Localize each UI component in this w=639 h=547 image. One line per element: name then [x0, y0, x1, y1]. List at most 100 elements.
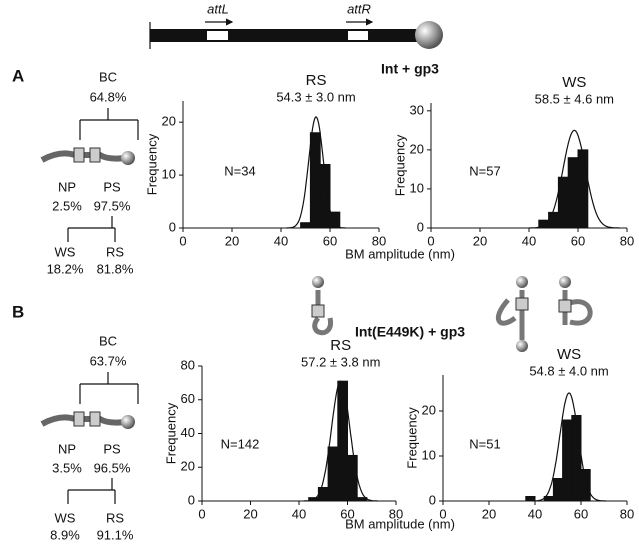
bar — [327, 446, 339, 502]
bead — [312, 276, 324, 288]
bar — [317, 487, 329, 502]
bar — [548, 211, 559, 229]
y-tick-label: 30 — [410, 102, 424, 117]
tree-pct: 91.1% — [97, 527, 134, 542]
panel-letter: B — [12, 302, 24, 321]
x-tick-label: 80 — [389, 506, 403, 521]
tree-pct: 97.5% — [94, 198, 131, 213]
tree-label: PS — [103, 179, 121, 194]
tree-label: PS — [103, 441, 121, 456]
branch — [67, 216, 116, 242]
x-tick-label: 20 — [243, 506, 257, 521]
x-tick-label: 0 — [179, 233, 186, 248]
y-tick-label: 40 — [181, 425, 195, 440]
y-axis-label: Frequency — [392, 134, 407, 196]
tree-b: B Int(E449K) + gp3 BC 63.7% NP 3.5% PS 9… — [12, 302, 465, 542]
protein — [515, 297, 529, 311]
x-axis-label: BM amplitude (nm) — [345, 246, 455, 261]
chart-subtitle: 54.8 ± 4.0 nm — [529, 363, 608, 378]
bead — [516, 276, 528, 288]
bar — [562, 419, 573, 502]
tree-pct: 96.5% — [94, 460, 131, 475]
site-label: attR — [347, 1, 371, 16]
bar — [577, 149, 589, 229]
x-tick-label: 0 — [439, 506, 446, 521]
bead — [121, 151, 135, 165]
x-tick-label: 80 — [620, 506, 634, 521]
fit-curve — [286, 116, 346, 229]
bar — [552, 478, 564, 502]
x-tick-label: 20 — [473, 233, 487, 248]
construct: attL attR — [149, 1, 443, 49]
protein — [73, 411, 85, 427]
tree-pct: 81.8% — [97, 261, 134, 276]
tree-label: NP — [58, 441, 76, 456]
bar — [567, 157, 579, 229]
annotation: N=57 — [469, 163, 500, 178]
chart-subtitle: 54.3 ± 3.0 nm — [276, 89, 355, 104]
y-tick-label: 0 — [417, 219, 424, 234]
branch — [79, 108, 139, 140]
annotation: N=51 — [469, 436, 500, 451]
tree-label: WS — [55, 510, 76, 525]
y-tick-label: 0 — [188, 492, 195, 507]
tree-pct: 18.2% — [47, 261, 84, 276]
dna — [40, 150, 126, 163]
x-tick-label: 80 — [620, 233, 634, 248]
protein — [89, 147, 101, 163]
fit-curve — [529, 129, 620, 229]
y-tick-label: 80 — [181, 357, 195, 372]
y-tick-label: 0 — [169, 219, 176, 234]
y-axis-label: Frequency — [404, 407, 419, 469]
bar — [347, 454, 358, 502]
x-tick-label: 40 — [528, 506, 542, 521]
bead — [516, 340, 528, 352]
x-tick-label: 20 — [482, 506, 496, 521]
bead — [415, 21, 443, 49]
tree-pct: 2.5% — [52, 198, 82, 213]
chart-title: RS — [306, 72, 327, 89]
y-tick-label: 10 — [162, 167, 176, 182]
y-tick-label: 10 — [410, 180, 424, 195]
x-tick-label: 0 — [427, 233, 434, 248]
annotation: N=142 — [221, 436, 260, 451]
y-tick-label: 20 — [162, 114, 176, 129]
bar — [329, 211, 341, 229]
y-tick-label: 20 — [422, 402, 436, 417]
loop — [312, 290, 333, 336]
tree-label: WS — [55, 244, 76, 259]
protein — [311, 304, 325, 318]
y-tick-label: 20 — [410, 141, 424, 156]
y-axis-label: Frequency — [163, 402, 178, 464]
y-tick-label: 60 — [181, 391, 195, 406]
bar — [319, 164, 331, 229]
x-tick-label: 40 — [274, 233, 288, 248]
bar — [571, 415, 582, 502]
x-axis-label: BM amplitude (nm) — [345, 516, 455, 531]
chart-subtitle: 57.2 ± 3.8 nm — [301, 354, 380, 369]
x-tick-label: 40 — [522, 233, 536, 248]
tree-label: NP — [58, 179, 76, 194]
x-tick-label: 60 — [340, 506, 354, 521]
tree-pct: 8.9% — [50, 527, 80, 542]
loop-icons — [311, 276, 593, 352]
bar — [309, 132, 321, 229]
tree-pct: 64.8% — [90, 89, 127, 104]
bead — [559, 276, 571, 288]
y-axis-label: Frequency — [144, 133, 159, 195]
x-tick-label: 80 — [372, 233, 386, 248]
x-tick-label: 60 — [323, 233, 337, 248]
branch — [79, 372, 139, 404]
dna — [40, 414, 126, 427]
chart-title: WS — [562, 74, 586, 91]
tree-pct: 3.5% — [52, 460, 82, 475]
chart-subtitle: 58.5 ± 4.6 nm — [535, 91, 614, 106]
bead — [121, 415, 135, 429]
tree-pct: 63.7% — [90, 353, 127, 368]
y-tick-label: 20 — [181, 459, 195, 474]
x-tick-label: 40 — [292, 506, 306, 521]
x-tick-label: 20 — [225, 233, 239, 248]
x-tick-label: 60 — [574, 506, 588, 521]
panel-title: Int + gp3 — [381, 61, 439, 77]
